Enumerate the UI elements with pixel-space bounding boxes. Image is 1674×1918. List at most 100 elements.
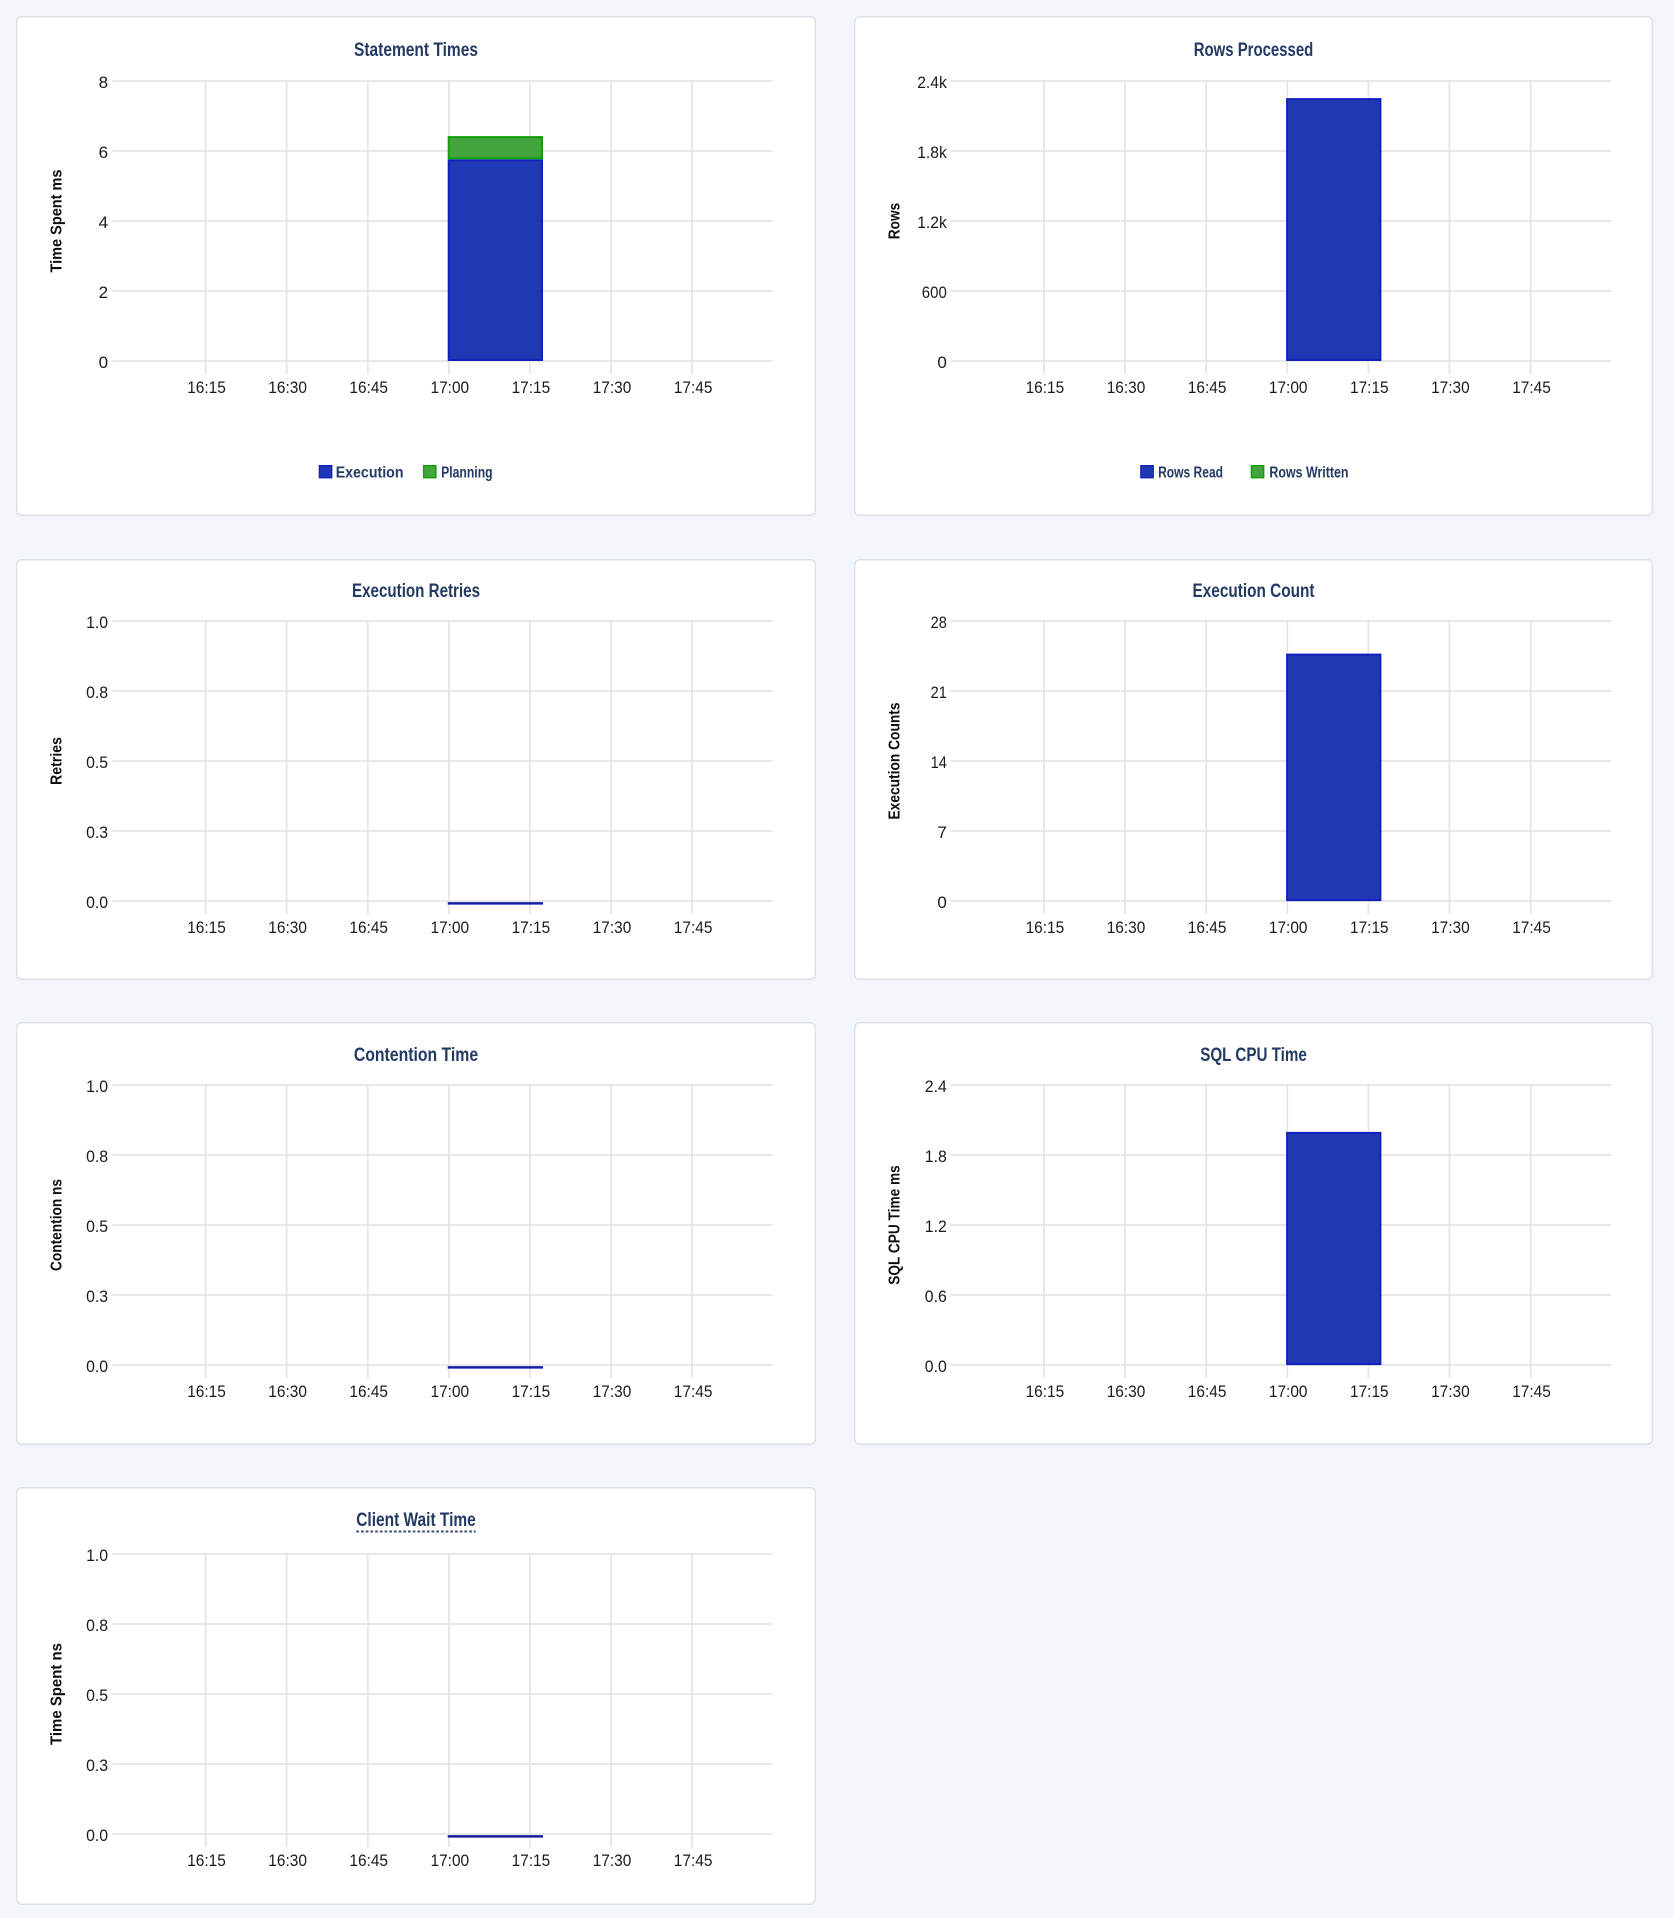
svg-text:17:00: 17:00 (431, 918, 470, 937)
svg-text:1.2: 1.2 (925, 1217, 947, 1236)
svg-text:0.8: 0.8 (86, 1616, 108, 1635)
svg-text:0.0: 0.0 (925, 1357, 947, 1376)
svg-text:Contention ns: Contention ns (49, 1179, 66, 1271)
svg-text:16:15: 16:15 (187, 1382, 226, 1401)
svg-text:17:30: 17:30 (593, 378, 632, 397)
svg-text:1.8: 1.8 (925, 1147, 947, 1166)
svg-text:Rows Read: Rows Read (1158, 465, 1223, 482)
svg-text:0.5: 0.5 (86, 1686, 108, 1705)
svg-text:17:30: 17:30 (1431, 1382, 1470, 1401)
svg-text:0.3: 0.3 (86, 1287, 108, 1306)
svg-text:16:45: 16:45 (349, 918, 388, 937)
svg-text:28: 28 (931, 613, 947, 632)
svg-text:17:00: 17:00 (1269, 918, 1308, 937)
svg-text:SQL CPU Time: SQL CPU Time (1200, 1045, 1307, 1066)
svg-text:0.5: 0.5 (86, 1217, 108, 1236)
svg-text:17:45: 17:45 (1512, 378, 1551, 397)
svg-text:0: 0 (99, 353, 108, 372)
svg-text:16:30: 16:30 (1107, 378, 1146, 397)
svg-text:Contention Time: Contention Time (354, 1045, 478, 1066)
svg-text:4: 4 (99, 213, 108, 232)
svg-text:Execution Retries: Execution Retries (352, 581, 480, 602)
svg-text:Retries: Retries (49, 737, 66, 785)
svg-text:17:00: 17:00 (431, 378, 470, 397)
svg-text:21: 21 (931, 683, 947, 702)
svg-text:0.8: 0.8 (86, 683, 108, 702)
svg-text:17:15: 17:15 (512, 1382, 551, 1401)
svg-text:0: 0 (937, 353, 946, 372)
svg-text:16:45: 16:45 (1188, 1382, 1227, 1401)
svg-text:16:45: 16:45 (1188, 918, 1227, 937)
svg-text:6: 6 (99, 143, 108, 162)
svg-text:17:45: 17:45 (1512, 918, 1551, 937)
svg-text:17:30: 17:30 (593, 1851, 632, 1870)
svg-text:SQL CPU Time ms: SQL CPU Time ms (887, 1165, 904, 1285)
svg-text:16:15: 16:15 (187, 918, 226, 937)
svg-text:0: 0 (937, 893, 946, 912)
svg-text:16:30: 16:30 (268, 918, 307, 937)
svg-text:17:15: 17:15 (512, 918, 551, 937)
svg-text:0.0: 0.0 (86, 1826, 108, 1845)
svg-text:Time Spent ms: Time Spent ms (49, 169, 66, 272)
svg-text:0.8: 0.8 (86, 1147, 108, 1166)
svg-text:17:30: 17:30 (1431, 378, 1470, 397)
svg-text:Rows Written: Rows Written (1269, 465, 1348, 482)
svg-text:2: 2 (99, 283, 108, 302)
svg-text:0.0: 0.0 (86, 1357, 108, 1376)
svg-text:16:45: 16:45 (349, 1851, 388, 1870)
svg-text:17:15: 17:15 (1350, 378, 1389, 397)
svg-text:2.4k: 2.4k (917, 73, 947, 92)
svg-text:0.6: 0.6 (925, 1287, 947, 1306)
svg-text:Execution Count: Execution Count (1193, 581, 1316, 602)
svg-text:17:30: 17:30 (1431, 918, 1470, 937)
svg-text:16:30: 16:30 (268, 1851, 307, 1870)
svg-text:17:30: 17:30 (593, 918, 632, 937)
svg-text:16:30: 16:30 (1107, 1382, 1146, 1401)
svg-text:16:15: 16:15 (1026, 918, 1065, 937)
svg-text:16:15: 16:15 (187, 1851, 226, 1870)
svg-text:Rows Processed: Rows Processed (1194, 40, 1314, 61)
svg-text:17:15: 17:15 (1350, 918, 1389, 937)
svg-text:Statement Times: Statement Times (354, 40, 478, 61)
svg-text:0.3: 0.3 (86, 1756, 108, 1775)
svg-text:8: 8 (99, 73, 108, 92)
svg-text:1.2k: 1.2k (917, 213, 947, 232)
svg-text:16:15: 16:15 (1026, 378, 1065, 397)
svg-text:Execution: Execution (336, 465, 404, 482)
svg-text:Rows: Rows (887, 203, 904, 239)
svg-text:600: 600 (922, 283, 947, 302)
svg-text:17:45: 17:45 (1512, 1382, 1551, 1401)
svg-text:0.3: 0.3 (86, 823, 108, 842)
svg-text:17:00: 17:00 (1269, 378, 1308, 397)
svg-text:17:45: 17:45 (674, 1851, 713, 1870)
svg-text:16:30: 16:30 (268, 1382, 307, 1401)
svg-text:0.5: 0.5 (86, 753, 108, 772)
svg-text:1.8k: 1.8k (917, 143, 947, 162)
svg-text:17:45: 17:45 (674, 1382, 713, 1401)
svg-text:17:30: 17:30 (593, 1382, 632, 1401)
svg-text:16:15: 16:15 (187, 378, 226, 397)
svg-text:Planning: Planning (441, 465, 493, 482)
svg-text:1.0: 1.0 (86, 1546, 108, 1565)
svg-text:1.0: 1.0 (86, 1077, 108, 1096)
svg-text:17:15: 17:15 (512, 1851, 551, 1870)
svg-text:17:15: 17:15 (1350, 1382, 1389, 1401)
svg-text:2.4: 2.4 (925, 1077, 947, 1096)
svg-text:16:15: 16:15 (1026, 1382, 1065, 1401)
svg-text:16:45: 16:45 (349, 1382, 388, 1401)
svg-text:17:45: 17:45 (674, 378, 713, 397)
svg-text:Time Spent ns: Time Spent ns (49, 1643, 66, 1745)
svg-text:17:00: 17:00 (431, 1382, 470, 1401)
svg-text:14: 14 (931, 753, 947, 772)
svg-text:17:00: 17:00 (1269, 1382, 1308, 1401)
svg-text:7: 7 (937, 823, 946, 842)
svg-text:0.0: 0.0 (86, 893, 108, 912)
svg-text:1.0: 1.0 (86, 613, 108, 632)
svg-text:Client Wait Time: Client Wait Time (356, 1510, 476, 1531)
svg-text:17:45: 17:45 (674, 918, 713, 937)
svg-text:16:45: 16:45 (1188, 378, 1227, 397)
svg-text:16:30: 16:30 (1107, 918, 1146, 937)
svg-text:17:00: 17:00 (431, 1851, 470, 1870)
svg-text:16:30: 16:30 (268, 378, 307, 397)
svg-text:16:45: 16:45 (349, 378, 388, 397)
